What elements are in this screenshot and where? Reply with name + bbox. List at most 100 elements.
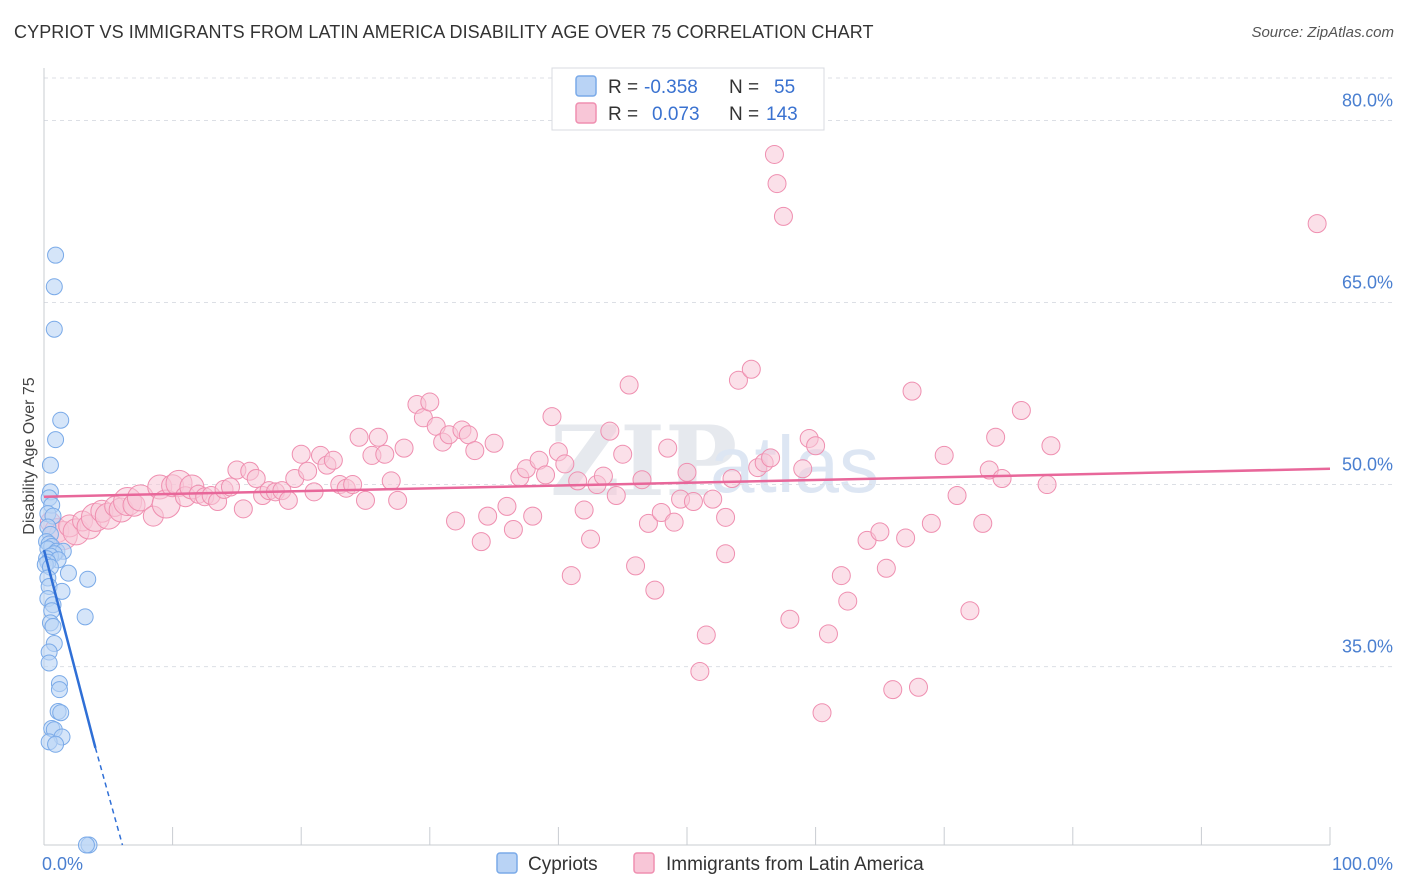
cypriots-point: [45, 278, 63, 296]
legend-n-value-1: 55: [774, 77, 795, 98]
immigrants-point: [593, 466, 613, 486]
immigrants-point: [696, 625, 716, 645]
cypriots-point: [40, 654, 58, 672]
cypriots-point: [50, 681, 68, 699]
immigrants-point: [870, 522, 890, 542]
immigrants-point: [478, 506, 498, 526]
immigrants-point: [356, 490, 375, 510]
immigrants-point: [503, 519, 523, 539]
immigrants-point: [626, 556, 646, 576]
immigrants-point: [992, 468, 1012, 488]
cypriots-point: [47, 431, 65, 449]
immigrants-point: [349, 427, 369, 447]
cypriots-point: [47, 735, 65, 753]
immigrants-point: [793, 459, 813, 479]
immigrants-point: [420, 392, 440, 412]
y-tick-label: 50.0%: [1342, 455, 1393, 475]
immigrants-point: [542, 407, 562, 427]
legend-box: [551, 67, 825, 131]
cypriots-trend-line: [42, 549, 97, 749]
y-tick-label: 65.0%: [1342, 273, 1393, 293]
immigrants-point: [764, 144, 784, 164]
chart-title: CYPRIOT VS IMMIGRANTS FROM LATIN AMERICA…: [14, 22, 874, 42]
series-cypriots-points: [36, 246, 98, 854]
immigrants-point: [703, 489, 723, 509]
immigrants-point: [536, 465, 556, 485]
immigrants-point: [741, 359, 761, 379]
immigrants-point: [677, 462, 697, 482]
immigrants-point: [600, 421, 620, 441]
x-tick-label: 100.0%: [1332, 854, 1393, 874]
immigrants-point: [394, 438, 414, 458]
immigrants-point: [780, 609, 800, 629]
immigrants-point: [716, 507, 736, 527]
bottom-legend-swatch-immigrants: [633, 852, 655, 874]
immigrants-point: [574, 500, 594, 520]
immigrants-point: [876, 558, 896, 578]
immigrants-point: [555, 454, 575, 474]
immigrants-point: [446, 511, 466, 531]
legend-n-value-2: 143: [766, 104, 798, 125]
immigrants-point: [722, 468, 742, 488]
cypriots-point: [76, 608, 94, 626]
immigrants-point: [1307, 214, 1327, 234]
immigrants-point: [773, 206, 793, 226]
cypriots-point: [77, 836, 95, 854]
cypriots-trend-extension: [94, 747, 124, 846]
axes: [43, 68, 1331, 846]
immigrants-point: [831, 566, 851, 586]
immigrants-trend-line: [43, 467, 1331, 498]
legend-r-label-2: R =: [608, 104, 638, 125]
immigrants-point: [291, 444, 311, 464]
immigrants-point: [1011, 401, 1031, 421]
immigrants-point: [896, 528, 916, 548]
immigrants-point: [638, 513, 658, 533]
cypriots-point: [79, 570, 97, 588]
legend-r-label-1: R =: [608, 77, 638, 98]
cypriots-point: [52, 704, 70, 722]
grid-lines: [44, 77, 1394, 668]
immigrants-point: [632, 470, 652, 490]
legend-n-label-1: N =: [729, 77, 759, 98]
immigrants-point: [619, 375, 639, 395]
y-tick-label: 35.0%: [1342, 637, 1393, 657]
immigrants-point: [947, 485, 967, 505]
immigrants-point: [812, 703, 832, 723]
legend-n-label-2: N =: [729, 104, 759, 125]
immigrants-point: [298, 461, 318, 481]
legend-swatch-immigrants: [575, 102, 597, 124]
cypriots-point: [45, 320, 63, 338]
immigrants-point: [484, 433, 504, 453]
immigrants-point: [613, 444, 633, 464]
legend-swatch-cypriots: [575, 75, 597, 97]
immigrants-point: [645, 580, 665, 600]
legend-r-value-2: 0.073: [652, 104, 700, 125]
immigrants-point: [1041, 436, 1061, 456]
immigrants-point: [690, 661, 710, 681]
immigrants-point: [683, 492, 703, 512]
bottom-legend: Cypriots Immigrants from Latin America: [496, 852, 924, 875]
tick-labels: 35.0% 50.0% 65.0% 80.0% 0.0% 100.0%: [42, 90, 1393, 874]
immigrants-point: [716, 544, 736, 564]
immigrants-point: [883, 680, 903, 700]
legend-r-value-1: -0.358: [644, 77, 698, 98]
immigrants-point: [818, 624, 838, 644]
immigrants-point: [973, 513, 993, 533]
source-label: Source: ZipAtlas.com: [1251, 24, 1394, 41]
immigrants-point: [278, 490, 298, 510]
immigrants-point: [838, 591, 858, 611]
immigrants-point: [960, 601, 980, 621]
trend-lines: [42, 467, 1331, 846]
immigrants-point: [658, 438, 678, 458]
cypriots-point: [59, 564, 77, 582]
immigrants-point: [934, 445, 954, 465]
immigrants-point: [471, 532, 491, 552]
immigrants-point: [664, 512, 684, 532]
immigrants-point: [986, 427, 1006, 447]
x-tick-label: 0.0%: [42, 854, 83, 874]
immigrants-point: [233, 499, 253, 519]
immigrants-point: [381, 471, 401, 491]
bottom-legend-cypriots: Cypriots: [528, 854, 598, 875]
bottom-legend-swatch-cypriots: [496, 852, 518, 874]
